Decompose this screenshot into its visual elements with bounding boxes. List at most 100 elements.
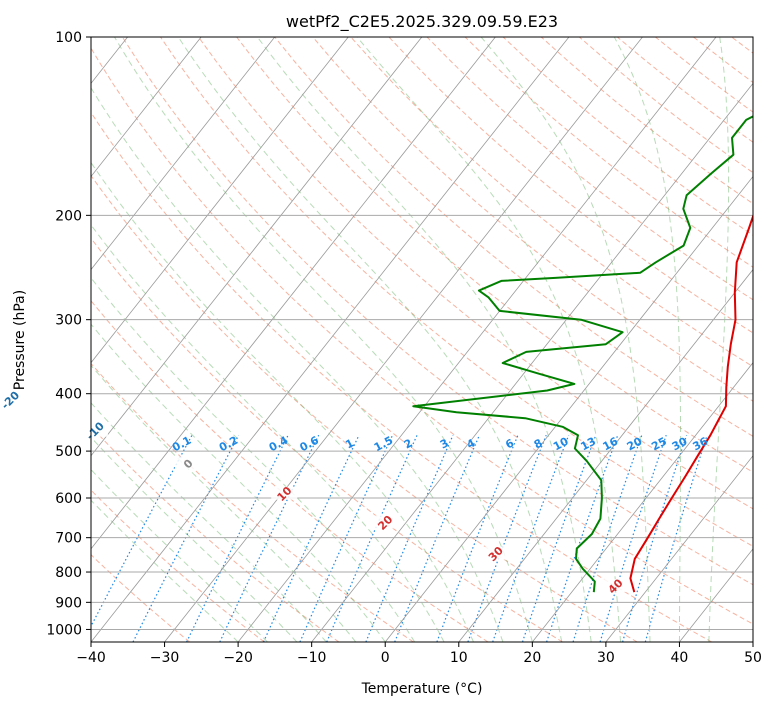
mixing-ratio-line	[91, 434, 193, 628]
dry-adiabat-line	[426, 37, 753, 301]
moist-adiabat-line	[613, 37, 682, 642]
y-tick-label: 700	[55, 531, 82, 547]
y-tick-label: 900	[55, 595, 82, 611]
line-labels: 0.10.20.40.611.52346810131620253036-100-…	[0, 389, 711, 596]
isotherm-line	[91, 37, 423, 457]
moist-adiabat-line	[91, 224, 445, 642]
dry-adiabat-label-bg	[482, 546, 509, 560]
isobars	[91, 37, 753, 630]
isotherm-line	[605, 455, 753, 642]
moist-adiabat-line	[91, 277, 416, 642]
dry-adiabat-line	[91, 554, 191, 642]
dry-adiabat-line	[91, 300, 489, 642]
moist-adiabat-line	[91, 161, 474, 642]
x-tick-label: 50	[744, 650, 762, 666]
dry-adiabat-line	[464, 37, 753, 268]
isotherm-line	[91, 37, 202, 178]
y-tick-label: 500	[55, 444, 82, 460]
dry-adiabat-line	[91, 47, 753, 625]
moist-adiabat-line	[91, 364, 357, 642]
dry-adiabat-line	[770, 37, 775, 642]
dry-adiabat-line	[91, 425, 340, 642]
y-tick-label: 100	[55, 30, 82, 46]
y-axis-label: Pressure (hPa)	[12, 290, 28, 390]
mixing-ratio-label: 4	[465, 436, 478, 451]
dry-adiabat-label-bg	[602, 579, 629, 593]
y-tick-label: 400	[55, 387, 82, 403]
dry-adiabat-line	[388, 37, 753, 334]
moist-adiabat-line	[356, 37, 622, 642]
x-tick-label: 0	[381, 650, 390, 666]
mixing-ratio-line	[436, 434, 519, 642]
moist-adiabat-line	[91, 468, 268, 642]
moist-adiabat-line	[91, 86, 504, 642]
dry-adiabat-line	[121, 37, 753, 586]
mixing-ratio-label: 10	[551, 435, 571, 454]
y-tick-label: 300	[55, 313, 82, 329]
mixing-ratio-label: 3	[438, 436, 451, 451]
dry-adiabat-line	[350, 37, 753, 368]
dry-adiabats	[91, 37, 775, 642]
x-tick-label: 20	[523, 650, 541, 666]
isotherms	[91, 37, 753, 642]
y-tick-label: 800	[55, 565, 82, 581]
plot-background	[91, 37, 775, 642]
dry-adiabat-line	[91, 111, 713, 642]
plot-frame	[90, 36, 754, 643]
dry-adiabat-line	[274, 37, 753, 437]
x-axis-label: Temperature (°C)	[361, 681, 483, 697]
moist-adiabat-line	[91, 402, 327, 642]
isotherm-line	[532, 362, 753, 642]
isotherm-line	[237, 37, 717, 642]
y-tick-label: 600	[55, 491, 82, 507]
moist-adiabat-line	[256, 37, 592, 642]
isotherm-line	[91, 37, 349, 364]
dry-adiabat-label-bg	[174, 456, 201, 470]
moist-adiabat-line	[480, 37, 651, 642]
moist-adiabat-line	[114, 37, 533, 642]
mixing-ratio-line	[521, 434, 597, 642]
chart-title: wetPf2_C2E5.2025.329.09.59.E23	[286, 12, 558, 32]
dry-adiabat-line	[91, 174, 638, 642]
moist-adiabat-line	[91, 499, 239, 642]
y-tick-label: 200	[55, 208, 82, 224]
mixing-ratio-line	[132, 434, 240, 642]
moist-adiabat-line	[91, 323, 386, 642]
x-tick-label: 10	[450, 650, 468, 666]
mixing-ratio-line	[492, 434, 570, 642]
dry-adiabat-label: -20	[0, 389, 22, 412]
dry-adiabat-label-bg	[81, 423, 108, 437]
profiles	[412, 115, 753, 593]
dry-adiabat-label-bg	[0, 393, 24, 407]
isotherm-line	[458, 268, 753, 642]
dry-adiabat-line	[312, 37, 753, 402]
mixing-ratio-label: 30	[670, 435, 690, 454]
moist-adiabats	[91, 37, 730, 642]
mixing-ratio-label: 1	[343, 436, 356, 451]
dewpoint-profile	[412, 115, 753, 593]
x-tick-label: −20	[223, 650, 253, 666]
mixing-ratio-line	[644, 435, 708, 642]
y-tick-label: 1000	[46, 622, 82, 638]
mixing-ratio-label: 36	[691, 435, 711, 454]
isotherm-line	[91, 37, 496, 550]
dry-adiabat-line	[91, 237, 563, 642]
moist-adiabat-line	[708, 37, 730, 642]
dry-adiabat-line	[160, 37, 753, 547]
dry-adiabat-label-bg	[372, 515, 399, 529]
mixing-ratio-line	[599, 435, 667, 642]
mixing-ratio-label: 13	[578, 435, 598, 454]
y-axis-ticks: 100 200 300 400 500 600 700 800 900 1000	[46, 30, 91, 638]
dry-adiabat-line	[655, 37, 753, 113]
isotherm-line	[384, 175, 753, 642]
isotherm-line	[91, 37, 570, 642]
x-axis-ticks: −40 −30 −20 −10 0 10 20 30 40 50	[76, 642, 762, 666]
dry-adiabat-label-bg	[271, 486, 298, 500]
x-tick-label: −10	[297, 650, 327, 666]
dry-adiabat-line	[693, 37, 753, 84]
x-tick-label: 30	[597, 650, 615, 666]
mixing-ratio-line	[326, 434, 418, 642]
mixing-ratio-label: 2	[402, 436, 415, 451]
mixing-ratio-line	[186, 434, 289, 642]
